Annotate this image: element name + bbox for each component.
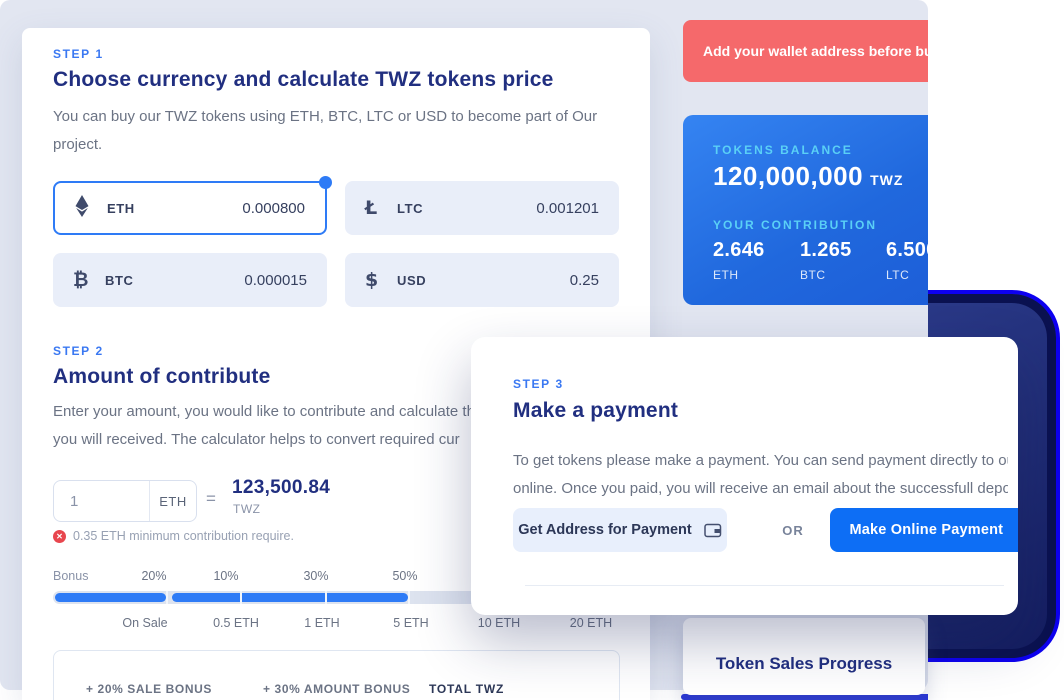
selected-indicator-dot <box>319 176 332 189</box>
contribution-ltc: 6.500 LTC <box>886 239 928 282</box>
step3-title: Make a payment <box>513 399 679 422</box>
contribution-btc-unit: BTC <box>800 268 826 282</box>
wallet-alert-text: Add your wallet address before bu <box>703 43 928 59</box>
step1-title: Choose currency and calculate TWZ tokens… <box>53 68 554 91</box>
get-address-button-label: Get Address for Payment <box>518 522 692 538</box>
eth-icon <box>75 194 101 222</box>
bonus-tier-amount: 0.5 ETH <box>213 616 259 630</box>
contribution-btc-value: 1.265 <box>800 239 852 261</box>
currency-code: USD <box>397 272 427 288</box>
currency-tile-ltc[interactable]: Ł LTC 0.001201 <box>345 181 619 235</box>
step3-label: STEP 3 <box>513 377 564 391</box>
equals-sign: = <box>206 489 216 508</box>
tokens-balance-value-row: 120,000,000 TWZ <box>713 161 903 192</box>
step2-description-line2: you will received. The calculator helps … <box>53 431 460 448</box>
arrow-right-icon: → <box>1017 520 1018 541</box>
contribution-ltc-unit: LTC <box>886 268 910 282</box>
bonus-bar-divider <box>240 591 242 604</box>
total-twz-label: TOTAL TWZ <box>429 682 505 696</box>
conversion-result: 123,500.84 <box>232 477 331 498</box>
bonus-bar-fill-segment <box>55 593 166 602</box>
ltc-icon: Ł <box>365 197 378 219</box>
bonus-label: Bonus <box>53 569 89 583</box>
btc-icon: ₿ <box>73 268 89 291</box>
or-separator: OR <box>782 522 804 538</box>
sale-bonus-label: + 20% SALE BONUS <box>86 682 212 696</box>
bonus-tier-amount: 1 ETH <box>304 616 340 630</box>
amount-currency-suffix: ETH <box>149 481 196 521</box>
contribution-btc: 1.265 BTC <box>800 239 852 282</box>
tokens-balance-unit: TWZ <box>870 172 904 188</box>
step3-payment-card: STEP 3 Make a payment To get tokens plea… <box>471 337 1018 615</box>
bonus-tier-amount: On Sale <box>122 616 168 630</box>
make-online-payment-label: Make Online Payment <box>849 522 1004 538</box>
your-contribution-label: YOUR CONTRIBUTION <box>713 218 877 232</box>
bonus-tier-percent: 10% <box>213 569 239 583</box>
step2-label: STEP 2 <box>53 344 104 358</box>
contribution-eth: 2.646 ETH <box>713 239 765 282</box>
amount-input-box: ETH <box>53 480 197 522</box>
step2-title: Amount of contribute <box>53 365 271 388</box>
decorative-bottom-strip <box>681 694 928 700</box>
currency-code: ETH <box>107 200 135 216</box>
currency-code: LTC <box>397 200 424 216</box>
contribution-eth-unit: ETH <box>713 268 739 282</box>
currency-rate: 0.000015 <box>244 271 307 289</box>
step2-description-line1: Enter your amount, you would like to con… <box>53 403 484 420</box>
make-online-payment-button[interactable]: Make Online Payment → <box>830 508 1018 552</box>
tokens-balance-value: 120,000,000 <box>713 161 864 191</box>
bonus-tier-amount: 10 ETH <box>477 616 521 630</box>
currency-code: BTC <box>105 272 134 288</box>
amount-bonus-label: + 30% AMOUNT BONUS <box>263 682 411 696</box>
token-sales-title: Token Sales Progress <box>715 654 893 673</box>
currency-rate: 0.25 <box>569 271 599 289</box>
wallet-alert-banner[interactable]: Add your wallet address before bu <box>683 20 928 82</box>
bonus-bar-divider <box>325 591 327 604</box>
error-text: 0.35 ETH minimum contribution require. <box>73 529 294 543</box>
currency-rate: 0.001201 <box>536 199 599 217</box>
step3-description-line1: To get tokens please make a payment. You… <box>513 452 1008 469</box>
token-sales-panel: Token Sales Progress <box>683 618 925 695</box>
step1-label: STEP 1 <box>53 47 104 61</box>
currency-tile-eth[interactable]: ETH 0.000800 <box>53 176 332 235</box>
amount-input[interactable] <box>54 481 149 521</box>
bonus-tier-percent: 20% <box>141 569 167 583</box>
bonus-tier-percent: 50% <box>392 569 418 583</box>
bonus-bar-divider <box>408 591 410 604</box>
currency-tile-btc[interactable]: ₿ BTC 0.000015 <box>53 253 327 307</box>
step3-description-line2: online. Once you paid, you will receive … <box>513 480 1008 497</box>
bonus-bar-fill-segment <box>172 593 408 602</box>
wallet-icon <box>704 523 721 537</box>
error-icon: ✕ <box>53 529 66 543</box>
step1-description-line1: You can buy our TWZ tokens using ETH, BT… <box>53 108 598 125</box>
tokens-balance-card: TOKENS BALANCE 120,000,000 TWZ YOUR CONT… <box>683 115 928 305</box>
bonus-tier-percent: 30% <box>303 569 329 583</box>
minimum-contribution-error: ✕ 0.35 ETH minimum contribution require. <box>53 529 294 543</box>
currency-tile-usd[interactable]: $ USD 0.25 <box>345 253 619 307</box>
conversion-result-unit: TWZ <box>233 502 261 516</box>
currency-rate: 0.000800 <box>242 199 305 217</box>
bonus-bar-divider <box>166 591 168 604</box>
bonus-tier-amount: 5 ETH <box>393 616 429 630</box>
step1-description-line2: project. <box>53 136 103 153</box>
bonus-summary-box: + 20% SALE BONUS + 30% AMOUNT BONUS TOTA… <box>53 650 620 700</box>
tokens-balance-label: TOKENS BALANCE <box>713 143 853 157</box>
contribution-eth-value: 2.646 <box>713 239 765 261</box>
step3-divider <box>525 585 1004 586</box>
contribution-ltc-value: 6.500 <box>886 239 928 261</box>
get-address-button[interactable]: Get Address for Payment <box>513 508 727 552</box>
bonus-tier-amount: 20 ETH <box>569 616 613 630</box>
usd-icon: $ <box>365 269 379 291</box>
